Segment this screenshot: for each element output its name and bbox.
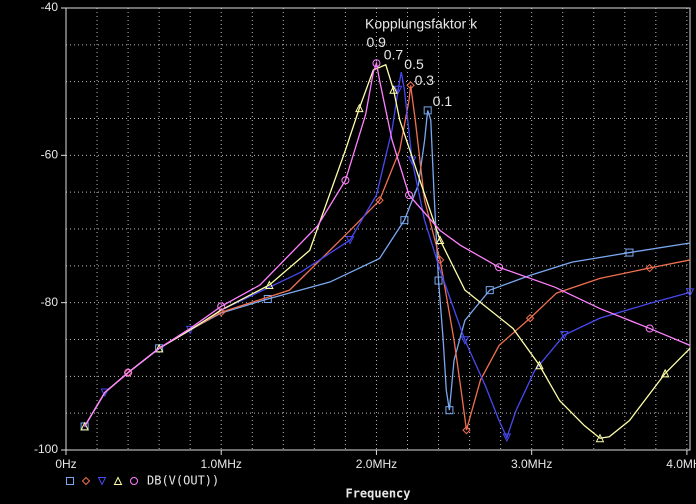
- data-point: [685, 288, 695, 297]
- data-point: [217, 302, 226, 311]
- data-point: [645, 263, 654, 273]
- data-point: [100, 388, 110, 398]
- data-point: [660, 368, 670, 378]
- data-point: [265, 280, 274, 289]
- y-tick-label: -40: [41, 0, 59, 14]
- data-point: [559, 331, 569, 340]
- y-tick-label: -100: [34, 442, 58, 456]
- data-point: [435, 235, 445, 245]
- data-point: [502, 433, 512, 443]
- data-point: [525, 313, 535, 323]
- data-point: [124, 368, 133, 377]
- series-label: 0.7: [384, 46, 404, 62]
- data-point: [80, 421, 89, 431]
- data-point: [423, 106, 432, 115]
- x-tick-label: 2.0MHz: [356, 457, 397, 471]
- data-point: [495, 263, 504, 272]
- data-point: [462, 425, 471, 435]
- data-point: [393, 85, 403, 95]
- x-tick-label: 1.0MHz: [201, 457, 242, 471]
- data-point: [355, 103, 364, 113]
- data-point: [375, 196, 384, 205]
- data-point: [625, 248, 634, 257]
- data-point: [595, 433, 605, 443]
- series-label: 0.3: [415, 72, 435, 88]
- legend-label: DB(V(OUT)): [147, 474, 219, 488]
- data-point: [345, 236, 355, 245]
- series-line: [84, 60, 691, 427]
- data-point: [485, 286, 494, 295]
- data-point: [372, 59, 381, 68]
- series-label: 0.1: [433, 93, 453, 109]
- data-point: [400, 216, 409, 225]
- series-label: 0.9: [366, 34, 386, 50]
- x-tick-label: 3.0MHz: [511, 457, 552, 471]
- data-point: [341, 176, 350, 185]
- legend-marker: [97, 477, 107, 486]
- legend-marker: [66, 477, 74, 485]
- data-point: [645, 324, 654, 333]
- x-axis-label: Frequency: [345, 487, 410, 501]
- data-point: [460, 336, 470, 345]
- legend-marker: [113, 476, 123, 485]
- y-tick-label: -60: [41, 148, 59, 162]
- data-point: [435, 255, 445, 265]
- x-tick-label: 4.0MHz: [666, 457, 696, 471]
- data-point: [535, 360, 544, 370]
- data-point: [389, 85, 398, 94]
- plot-frame: [65, 7, 691, 451]
- legend-marker: [81, 476, 91, 486]
- y-tick-label: -80: [41, 295, 59, 309]
- x-tick-label: 0Hz: [55, 457, 76, 471]
- legend-marker: [130, 477, 138, 485]
- data-point: [154, 343, 164, 353]
- data-point: [434, 276, 443, 285]
- data-point: [445, 406, 454, 415]
- series-label: 0.5: [404, 56, 424, 72]
- series-line: [84, 63, 691, 439]
- data-point: [405, 191, 414, 200]
- data-point: [406, 81, 415, 90]
- annotation: Kopplungsfaktor k: [365, 16, 478, 32]
